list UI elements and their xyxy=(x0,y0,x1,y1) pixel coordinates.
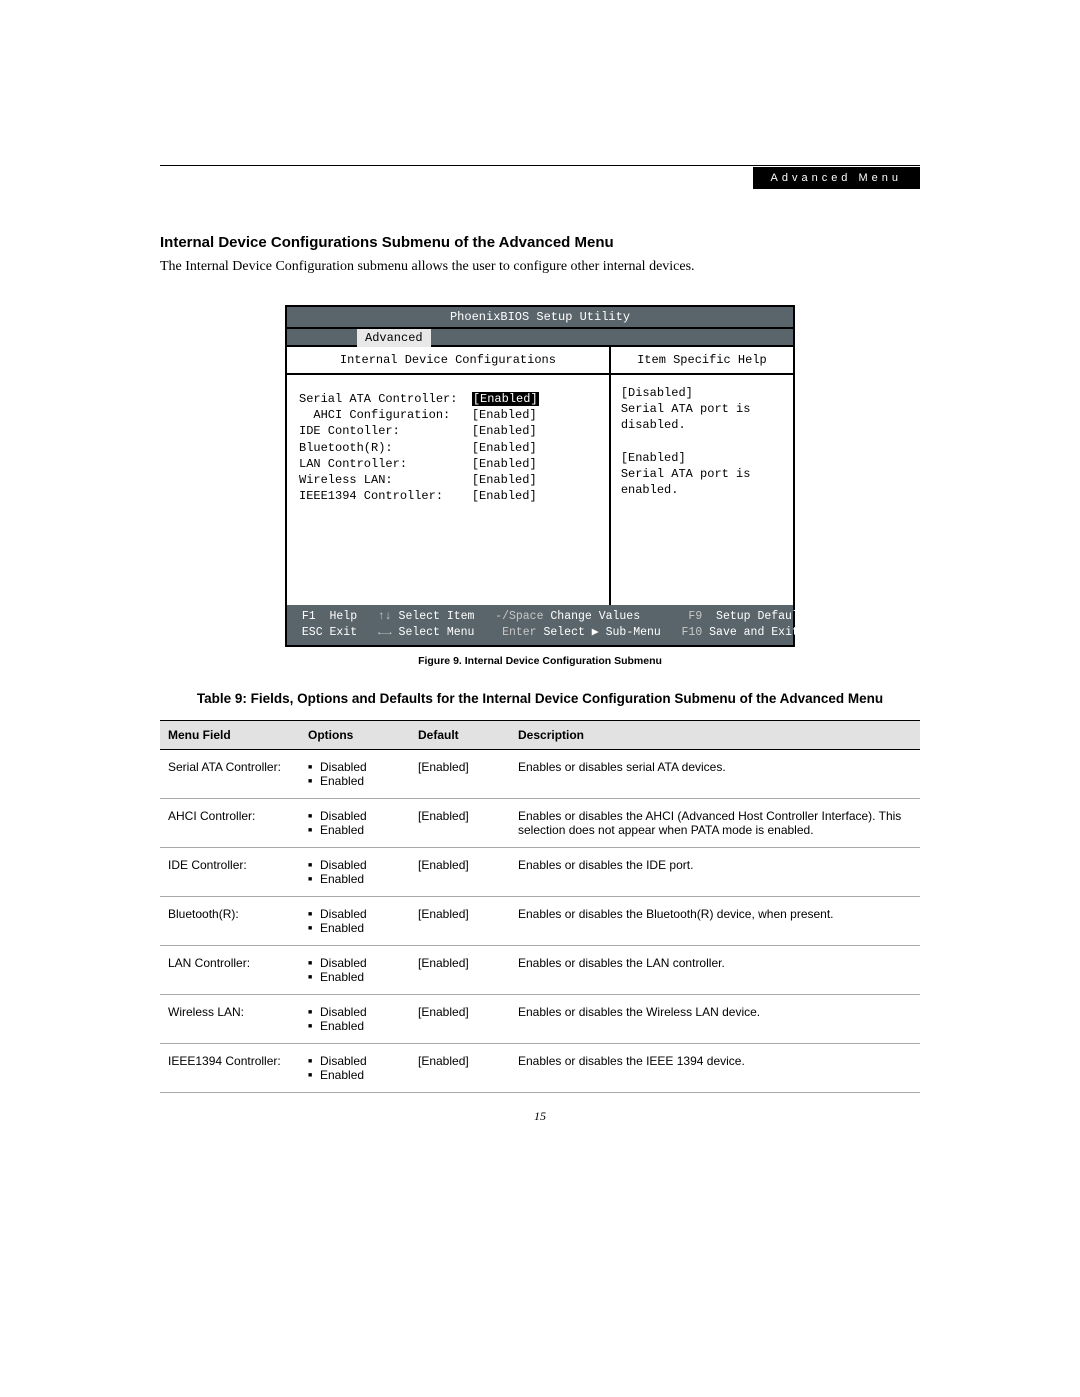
figure-caption: Figure 9. Internal Device Configuration … xyxy=(160,655,920,667)
option-item: Disabled xyxy=(308,760,402,774)
page-number: 15 xyxy=(160,1109,920,1124)
option-item: Enabled xyxy=(308,970,402,984)
cell-options: DisabledEnabled xyxy=(300,799,410,848)
cell-field: IEEE1394 Controller: xyxy=(160,1044,300,1093)
options-table: Menu Field Options Default Description S… xyxy=(160,720,920,1093)
bios-help-text: [Disabled] Serial ATA port is disabled. … xyxy=(611,375,793,605)
bios-settings-list: Serial ATA Controller: [Enabled] AHCI Co… xyxy=(287,375,611,605)
option-item: Disabled xyxy=(308,858,402,872)
option-item: Enabled xyxy=(308,872,402,886)
cell-options: DisabledEnabled xyxy=(300,750,410,799)
cell-field: Bluetooth(R): xyxy=(160,897,300,946)
table-row: Bluetooth(R):DisabledEnabled[Enabled]Ena… xyxy=(160,897,920,946)
bios-tab-advanced[interactable]: Advanced xyxy=(357,329,431,347)
option-item: Disabled xyxy=(308,907,402,921)
header-label: Advanced Menu xyxy=(753,167,921,189)
th-options: Options xyxy=(300,721,410,750)
table-title: Table 9: Fields, Options and Defaults fo… xyxy=(160,691,920,706)
option-item: Disabled xyxy=(308,956,402,970)
cell-description: Enables or disables serial ATA devices. xyxy=(510,750,920,799)
cell-options: DisabledEnabled xyxy=(300,946,410,995)
option-item: Enabled xyxy=(308,774,402,788)
cell-default: [Enabled] xyxy=(410,750,510,799)
option-item: Enabled xyxy=(308,1068,402,1082)
table-row: IDE Controller:DisabledEnabled[Enabled]E… xyxy=(160,848,920,897)
cell-default: [Enabled] xyxy=(410,995,510,1044)
cell-description: Enables or disables the LAN controller. xyxy=(510,946,920,995)
cell-default: [Enabled] xyxy=(410,946,510,995)
cell-description: Enables or disables the IEEE 1394 device… xyxy=(510,1044,920,1093)
cell-description: Enables or disables the IDE port. xyxy=(510,848,920,897)
cell-options: DisabledEnabled xyxy=(300,897,410,946)
intro-text: The Internal Device Configuration submen… xyxy=(160,259,920,275)
cell-default: [Enabled] xyxy=(410,1044,510,1093)
cell-options: DisabledEnabled xyxy=(300,1044,410,1093)
th-menu-field: Menu Field xyxy=(160,721,300,750)
bios-panel-title-left: Internal Device Configurations xyxy=(287,347,611,373)
option-item: Disabled xyxy=(308,1054,402,1068)
th-description: Description xyxy=(510,721,920,750)
cell-field: IDE Controller: xyxy=(160,848,300,897)
cell-default: [Enabled] xyxy=(410,848,510,897)
bios-title: PhoenixBIOS Setup Utility xyxy=(287,307,793,329)
option-item: Enabled xyxy=(308,823,402,837)
cell-options: DisabledEnabled xyxy=(300,995,410,1044)
section-title: Internal Device Configurations Submenu o… xyxy=(160,234,920,251)
table-row: IEEE1394 Controller:DisabledEnabled[Enab… xyxy=(160,1044,920,1093)
cell-description: Enables or disables the AHCI (Advanced H… xyxy=(510,799,920,848)
cell-default: [Enabled] xyxy=(410,897,510,946)
bios-tab-row: Advanced xyxy=(287,329,793,347)
cell-field: LAN Controller: xyxy=(160,946,300,995)
bios-footer: F1 Help ↑↓ Select Item -/Space Change Va… xyxy=(287,605,793,645)
th-default: Default xyxy=(410,721,510,750)
cell-field: Serial ATA Controller: xyxy=(160,750,300,799)
table-row: Serial ATA Controller:DisabledEnabled[En… xyxy=(160,750,920,799)
cell-default: [Enabled] xyxy=(410,799,510,848)
table-row: AHCI Controller:DisabledEnabled[Enabled]… xyxy=(160,799,920,848)
table-row: LAN Controller:DisabledEnabled[Enabled]E… xyxy=(160,946,920,995)
cell-options: DisabledEnabled xyxy=(300,848,410,897)
cell-field: AHCI Controller: xyxy=(160,799,300,848)
bios-screenshot: PhoenixBIOS Setup Utility Advanced Inter… xyxy=(285,305,795,647)
table-row: Wireless LAN:DisabledEnabled[Enabled]Ena… xyxy=(160,995,920,1044)
bios-panel-title-right: Item Specific Help xyxy=(611,347,793,373)
option-item: Disabled xyxy=(308,1005,402,1019)
option-item: Enabled xyxy=(308,1019,402,1033)
option-item: Enabled xyxy=(308,921,402,935)
cell-description: Enables or disables the Wireless LAN dev… xyxy=(510,995,920,1044)
cell-field: Wireless LAN: xyxy=(160,995,300,1044)
cell-description: Enables or disables the Bluetooth(R) dev… xyxy=(510,897,920,946)
option-item: Disabled xyxy=(308,809,402,823)
